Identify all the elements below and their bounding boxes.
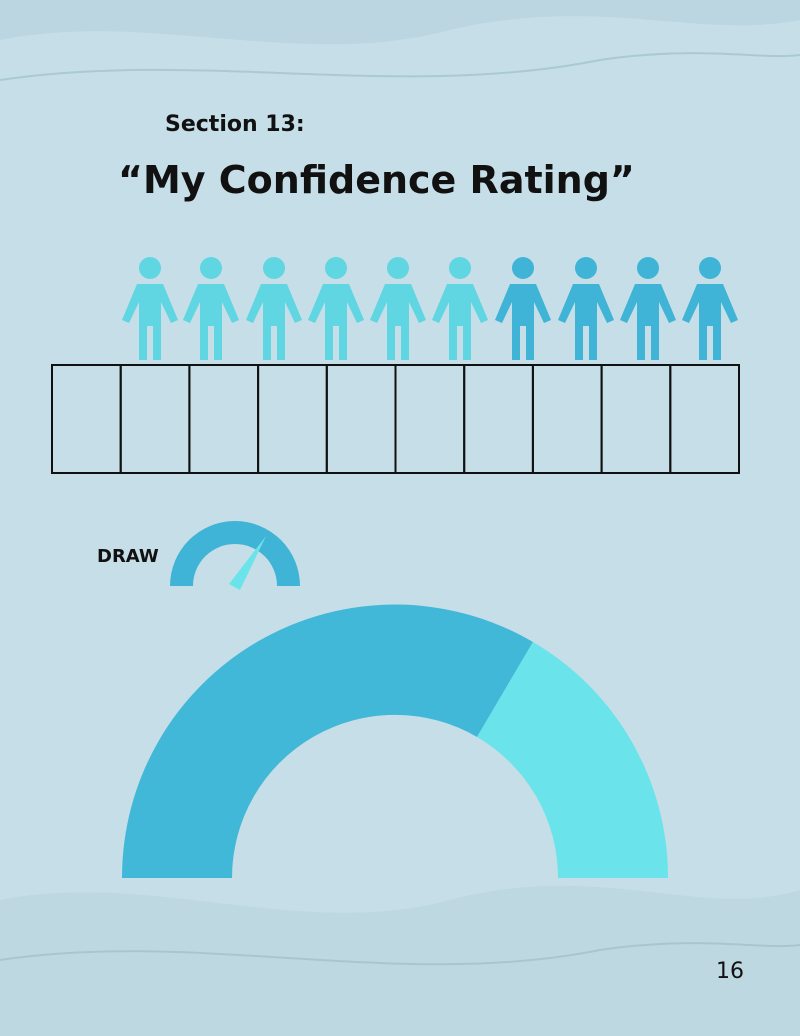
- rating-box[interactable]: [669, 364, 740, 474]
- top-wave: [0, 0, 800, 45]
- rating-boxes: [51, 364, 740, 474]
- bottom-wave: [0, 885, 800, 1036]
- page-title: “My Confidence Rating”: [118, 158, 635, 202]
- bottom-wave-line: [0, 942, 800, 966]
- page-number: 16: [716, 959, 744, 984]
- small-gauge: [170, 521, 300, 590]
- gauge-segment[interactable]: [121, 604, 533, 878]
- large-gauge: [121, 604, 669, 878]
- gauge-segment[interactable]: [477, 642, 669, 878]
- gauge-arc: [170, 521, 300, 586]
- top-wave-line: [0, 52, 800, 81]
- gauge-needle: [229, 536, 266, 590]
- section-label: Section 13:: [165, 112, 305, 137]
- draw-label: DRAW: [97, 546, 159, 567]
